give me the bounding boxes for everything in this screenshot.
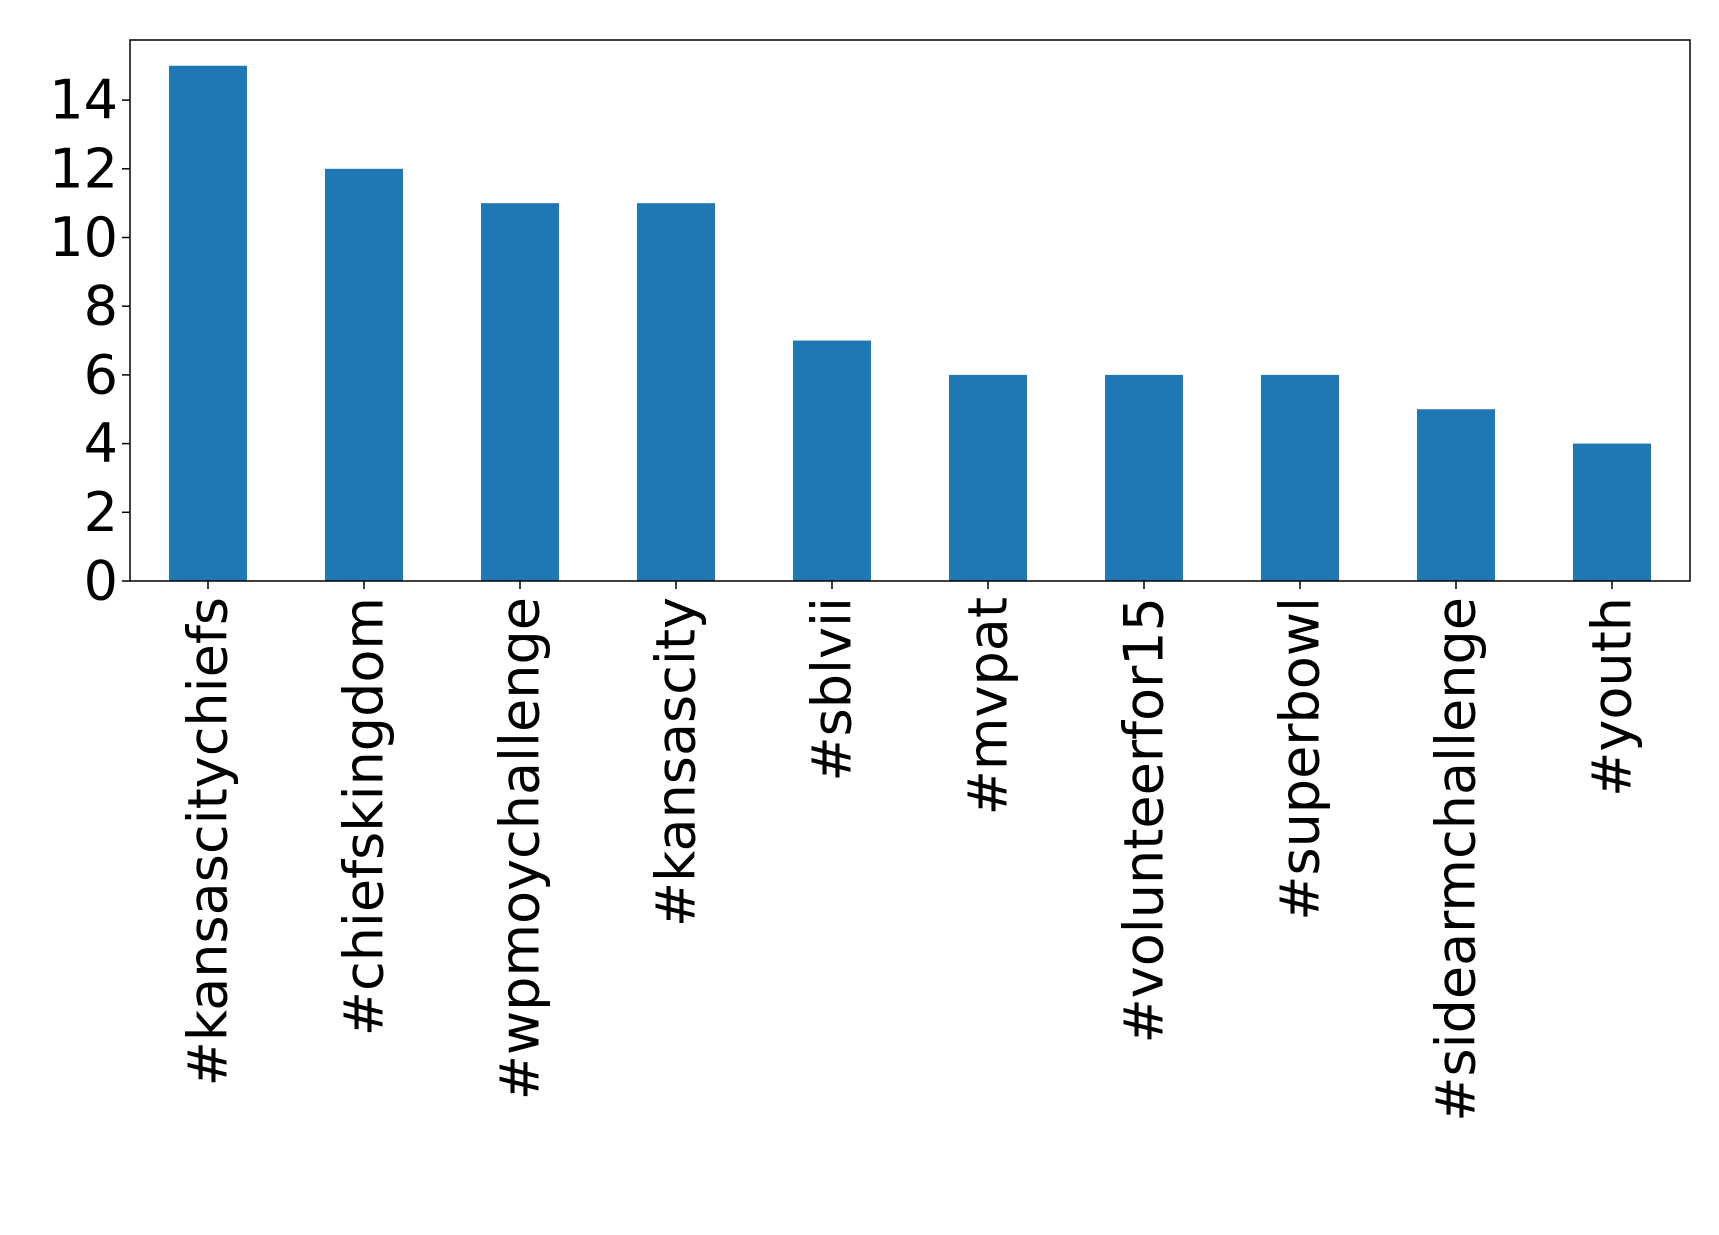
- bar-sidearmchallenge: [1417, 409, 1495, 581]
- plot-frame: [129, 39, 1691, 582]
- y-tick-label: 10: [49, 206, 118, 269]
- x-tick-label-kansascitychiefs: #kansascitychiefs: [177, 597, 240, 1086]
- x-tick-label-sidearmchallenge: #sidearmchallenge: [1425, 597, 1488, 1122]
- bar-superbowl: [1261, 374, 1339, 581]
- bar-kansascity: [637, 203, 715, 581]
- bar-chiefskingdom: [325, 168, 403, 581]
- y-tick-label: 14: [49, 69, 118, 132]
- y-tick-label: 6: [84, 343, 118, 406]
- bar-sblvii: [793, 340, 871, 581]
- bar-mvpat: [949, 374, 1027, 581]
- bar-wpmoychallenge: [481, 203, 559, 581]
- x-tick-label-volunteerfor15: #volunteerfor15: [1113, 597, 1176, 1043]
- y-tick-label: 4: [84, 412, 118, 475]
- x-tick-label-sblvii: #sblvii: [801, 597, 864, 782]
- x-tick-label-chiefskingdom: #chiefskingdom: [333, 597, 396, 1036]
- y-tick-label: 0: [84, 550, 118, 613]
- bar-volunteerfor15: [1105, 374, 1183, 581]
- x-tick-label-kansascity: #kansascity: [645, 597, 708, 927]
- bar-kansascitychiefs: [169, 65, 247, 581]
- axes-layer: [129, 39, 1691, 582]
- x-tick-label-mvpat: #mvpat: [957, 597, 1020, 815]
- bar-youth: [1573, 443, 1651, 581]
- y-tick-label: 8: [84, 275, 118, 338]
- y-tick-label: 12: [49, 137, 118, 200]
- bars-layer: [169, 65, 1651, 581]
- x-axis-ticks: #kansascitychiefs #chiefskingdom #wpmoycha…: [177, 581, 1644, 1122]
- x-tick-label-youth: #youth: [1581, 597, 1644, 797]
- x-tick-label-wpmoychallenge: #wpmoychallenge: [489, 597, 552, 1100]
- x-tick-label-superbowl: #superbowl: [1269, 597, 1332, 921]
- y-tick-label: 2: [84, 481, 118, 544]
